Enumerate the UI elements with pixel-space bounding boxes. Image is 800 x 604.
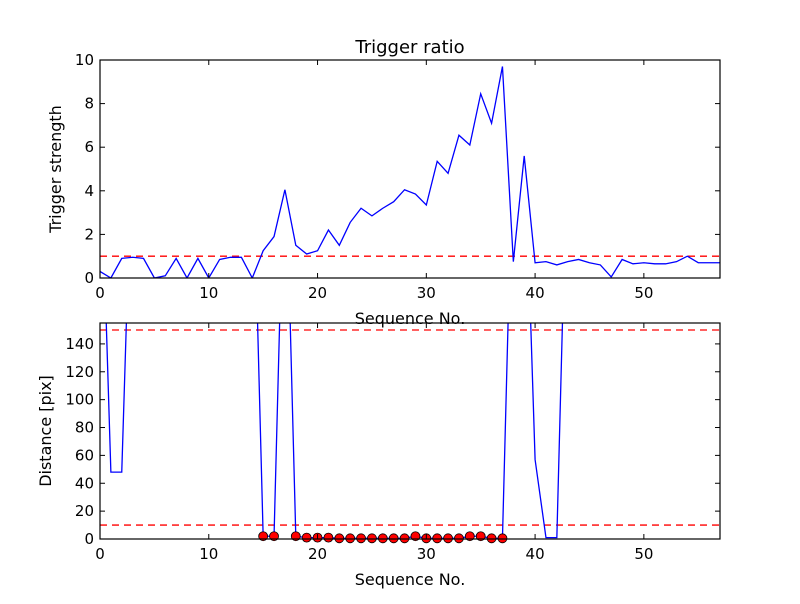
y-tick-label: 10 [75,51,94,69]
data-point-marker [301,532,312,543]
y-tick-label: 8 [84,95,94,113]
x-tick-label: 50 [634,545,653,563]
bottom-chart: Sequence No. Distance [pix] 0 10 20 30 40 50 0… [36,322,721,589]
data-point-marker [497,533,508,544]
series-line [105,323,564,539]
y-tick-label: 2 [84,225,94,243]
y-tick-label: 120 [65,363,94,381]
y-tick-label: 4 [84,182,94,200]
y-tick-label: 100 [65,391,94,409]
y-tick-label: 40 [75,474,94,492]
top-chart: Trigger ratio Sequence No. Trigger stren… [46,37,721,328]
plot-area [100,66,720,278]
y-tick-label: 20 [75,502,94,520]
y-axis-label: Trigger strength [46,105,65,234]
y-tick-label: 0 [84,269,94,287]
data-point-marker [388,533,399,544]
data-point-marker [334,533,345,544]
data-point-marker [432,533,443,544]
x-tick-label: 30 [417,284,436,302]
data-point-marker [454,533,464,544]
x-tick-label: 40 [526,284,545,302]
x-axis-label: Sequence No. [355,570,466,589]
x-tick-label: 40 [526,545,545,563]
x-tick-label: 0 [95,284,105,302]
data-point-marker [443,533,453,544]
series-line [100,66,720,278]
x-tick-label: 50 [634,284,653,302]
y-tick-label: 60 [75,446,94,464]
x-tick-label: 20 [308,284,327,302]
axes-frame [99,59,721,279]
x-tick-label: 20 [308,545,327,563]
x-axis-label: Sequence No. [355,309,466,328]
y-tick-label: 6 [84,138,94,156]
data-point-marker [377,533,388,544]
data-point-marker [367,533,377,544]
data-point-marker [323,532,334,543]
data-point-marker [486,533,497,544]
y-axis-label: Distance [pix] [36,375,55,487]
y-tick-label: 0 [84,530,94,548]
y-tick-label: 140 [65,335,94,353]
x-tick-label: 10 [199,545,218,563]
y-tick-label: 80 [75,419,94,437]
data-point-marker [356,533,366,544]
x-tick-label: 0 [95,545,105,563]
chart-title: Trigger ratio [354,37,464,58]
x-tick-label: 30 [417,545,436,563]
data-point-marker [345,533,356,544]
x-tick-label: 10 [199,284,218,302]
data-point-marker [399,533,410,544]
axes-frame [99,322,721,540]
plot-area [100,323,720,539]
